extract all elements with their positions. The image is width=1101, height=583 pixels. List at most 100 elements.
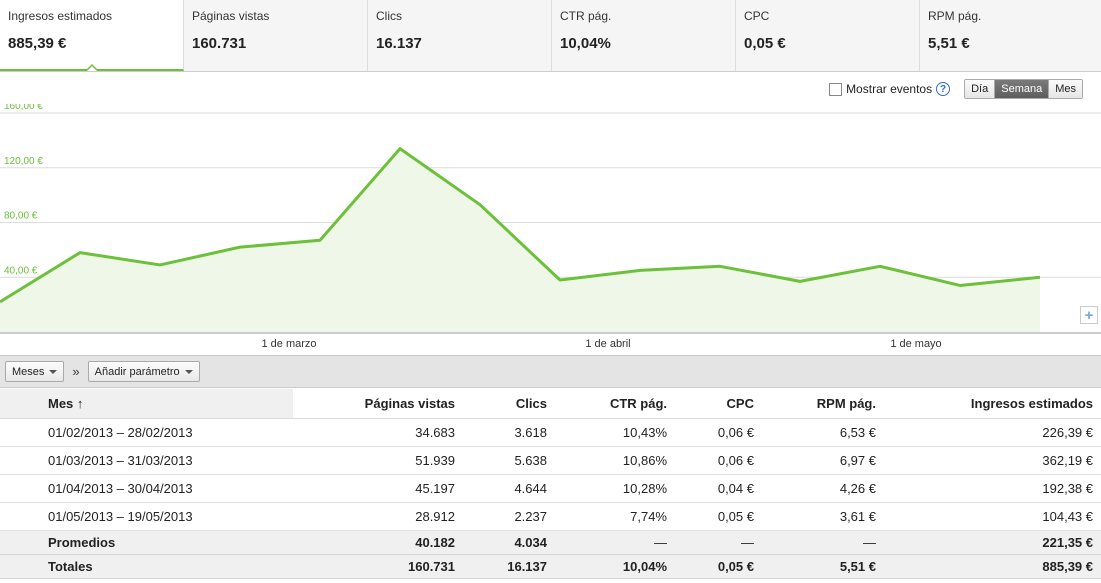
cell-earnings: 192,38 € — [884, 474, 1101, 503]
averages-label: Promedios — [0, 530, 293, 555]
totals-row: Totales 160.731 16.137 10,04% 0,05 € 5,5… — [0, 554, 1101, 579]
metric-tab-estimated-earnings[interactable]: Ingresos estimados 885,39 € — [0, 0, 184, 71]
y-tick-label: 120,00 € — [4, 156, 43, 167]
cell-earnings: 104,43 € — [884, 502, 1101, 531]
cell-page-views: 34.683 — [293, 418, 463, 447]
period-selector: Día Semana Mes — [964, 79, 1083, 99]
metric-value: 10,04% — [560, 35, 611, 52]
column-header-rpm[interactable]: RPM pág. — [762, 389, 884, 419]
cell-ctr: 10,86% — [555, 446, 675, 475]
metric-value: 5,51 € — [928, 35, 970, 52]
cell-cpc: 0,04 € — [675, 474, 762, 503]
cell-month: 01/05/2013 – 19/05/2013 — [0, 502, 293, 531]
metric-label: Ingresos estimados — [8, 9, 113, 23]
metric-tab-page-rpm[interactable]: RPM pág. 5,51 € — [920, 0, 1101, 71]
chevron-down-icon — [49, 369, 58, 374]
cell-earnings: 226,39 € — [884, 418, 1101, 447]
series-line — [0, 147, 1041, 304]
column-header-month[interactable]: Mes ↑ — [0, 389, 293, 419]
period-day-button[interactable]: Día — [965, 80, 996, 98]
totals-label: Totales — [0, 554, 293, 579]
add-parameter-dropdown[interactable]: Añadir parámetro — [87, 361, 200, 382]
expand-chart-plus-icon[interactable]: + — [1080, 306, 1098, 324]
metric-tab-cpc[interactable]: CPC 0,05 € — [736, 0, 920, 71]
group-by-label: Meses — [12, 365, 45, 378]
y-tick-label: 80,00 € — [4, 211, 38, 222]
cell-clicks: 5.638 — [463, 446, 555, 475]
avg-clicks: 4.034 — [463, 530, 555, 555]
cell-month: 01/04/2013 – 30/04/2013 — [0, 474, 293, 503]
period-week-button[interactable]: Semana — [995, 80, 1050, 98]
metric-label: RPM pág. — [928, 9, 982, 23]
metric-label: Páginas vistas — [192, 9, 270, 23]
metric-label: Clics — [376, 9, 402, 23]
column-header-earnings[interactable]: Ingresos estimados — [884, 389, 1101, 419]
help-icon[interactable]: ? — [936, 82, 951, 96]
metric-tab-page-ctr[interactable]: CTR pág. 10,04% — [552, 0, 736, 71]
cell-clicks: 3.618 — [463, 418, 555, 447]
avg-earnings: 221,35 € — [884, 530, 1101, 555]
metric-label: CPC — [744, 9, 770, 23]
column-header-clicks[interactable]: Clics — [463, 389, 555, 419]
series-area — [0, 148, 1040, 332]
cell-rpm: 3,61 € — [762, 502, 884, 531]
metric-tab-clicks[interactable]: Clics 16.137 — [368, 0, 552, 71]
table-row: 01/02/2013 – 28/02/2013 34.683 3.618 10,… — [0, 418, 1101, 447]
total-page-views: 160.731 — [293, 554, 463, 579]
metric-value: 885,39 € — [8, 35, 67, 52]
add-parameter-label: Añadir parámetro — [94, 365, 180, 378]
column-header-cpc[interactable]: CPC — [675, 389, 762, 419]
cell-cpc: 0,06 € — [675, 418, 762, 447]
averages-row: Promedios 40.182 4.034 — — — 221,35 € — [0, 530, 1101, 555]
period-month-button[interactable]: Mes — [1049, 80, 1082, 98]
cell-ctr: 10,28% — [555, 474, 675, 503]
total-rpm: 5,51 € — [762, 554, 884, 579]
chart-tools: Mostrar eventos ? Día Semana Mes — [829, 79, 1083, 99]
metric-label: CTR pág. — [560, 9, 612, 23]
total-cpc: 0,05 € — [675, 554, 762, 579]
metric-value: 0,05 € — [744, 35, 786, 52]
cell-cpc: 0,05 € — [675, 502, 762, 531]
x-tick-label: 1 de mayo — [890, 338, 941, 350]
cell-ctr: 7,74% — [555, 502, 675, 531]
avg-page-views: 40.182 — [293, 530, 463, 555]
cell-rpm: 6,53 € — [762, 418, 884, 447]
cell-month: 01/03/2013 – 31/03/2013 — [0, 446, 293, 475]
y-tick-label: 40,00 € — [4, 265, 38, 276]
metric-tabs: Ingresos estimados 885,39 € Páginas vist… — [0, 0, 1101, 72]
cell-rpm: 4,26 € — [762, 474, 884, 503]
chevron-down-icon — [184, 369, 193, 374]
total-ctr: 10,04% — [555, 554, 675, 579]
x-tick-label: 1 de abril — [585, 338, 630, 350]
cell-page-views: 28.912 — [293, 502, 463, 531]
cell-page-views: 45.197 — [293, 474, 463, 503]
cell-earnings: 362,19 € — [884, 446, 1101, 475]
cell-clicks: 2.237 — [463, 502, 555, 531]
table-row: 01/04/2013 – 30/04/2013 45.197 4.644 10,… — [0, 474, 1101, 503]
metric-value: 16.137 — [376, 35, 422, 52]
show-events-label: Mostrar eventos — [846, 82, 933, 96]
double-chevron-icon: » — [72, 364, 80, 379]
cell-page-views: 51.939 — [293, 446, 463, 475]
total-clicks: 16.137 — [463, 554, 555, 579]
cell-ctr: 10,43% — [555, 418, 675, 447]
x-tick-label: 1 de marzo — [261, 338, 316, 350]
column-header-ctr[interactable]: CTR pág. — [555, 389, 675, 419]
metric-value: 160.731 — [192, 35, 247, 52]
earnings-chart-svg: 40,00 € 80,00 € 120,00 € 160,00 € 1 de marzo… — [0, 104, 1101, 350]
show-events-checkbox[interactable] — [829, 82, 843, 96]
selected-caret-icon — [86, 63, 98, 71]
y-tick-label: 160,00 € — [4, 104, 43, 112]
cell-month: 01/02/2013 – 28/02/2013 — [0, 418, 293, 447]
table-row: 01/03/2013 – 31/03/2013 51.939 5.638 10,… — [0, 446, 1101, 475]
total-earnings: 885,39 € — [884, 554, 1101, 579]
avg-ctr: — — [555, 530, 675, 555]
group-by-dropdown[interactable]: Meses — [5, 361, 65, 382]
report-table: Mes ↑ Páginas vistas Clics CTR pág. CPC … — [0, 389, 1101, 579]
cell-cpc: 0,06 € — [675, 446, 762, 475]
metric-tab-page-views[interactable]: Páginas vistas 160.731 — [184, 0, 368, 71]
column-header-page-views[interactable]: Páginas vistas — [293, 389, 463, 419]
table-row: 01/05/2013 – 19/05/2013 28.912 2.237 7,7… — [0, 502, 1101, 531]
earnings-chart: 40,00 € 80,00 € 120,00 € 160,00 € 1 de marzo… — [0, 104, 1101, 354]
table-toolbar: Meses » Añadir parámetro — [0, 355, 1101, 388]
